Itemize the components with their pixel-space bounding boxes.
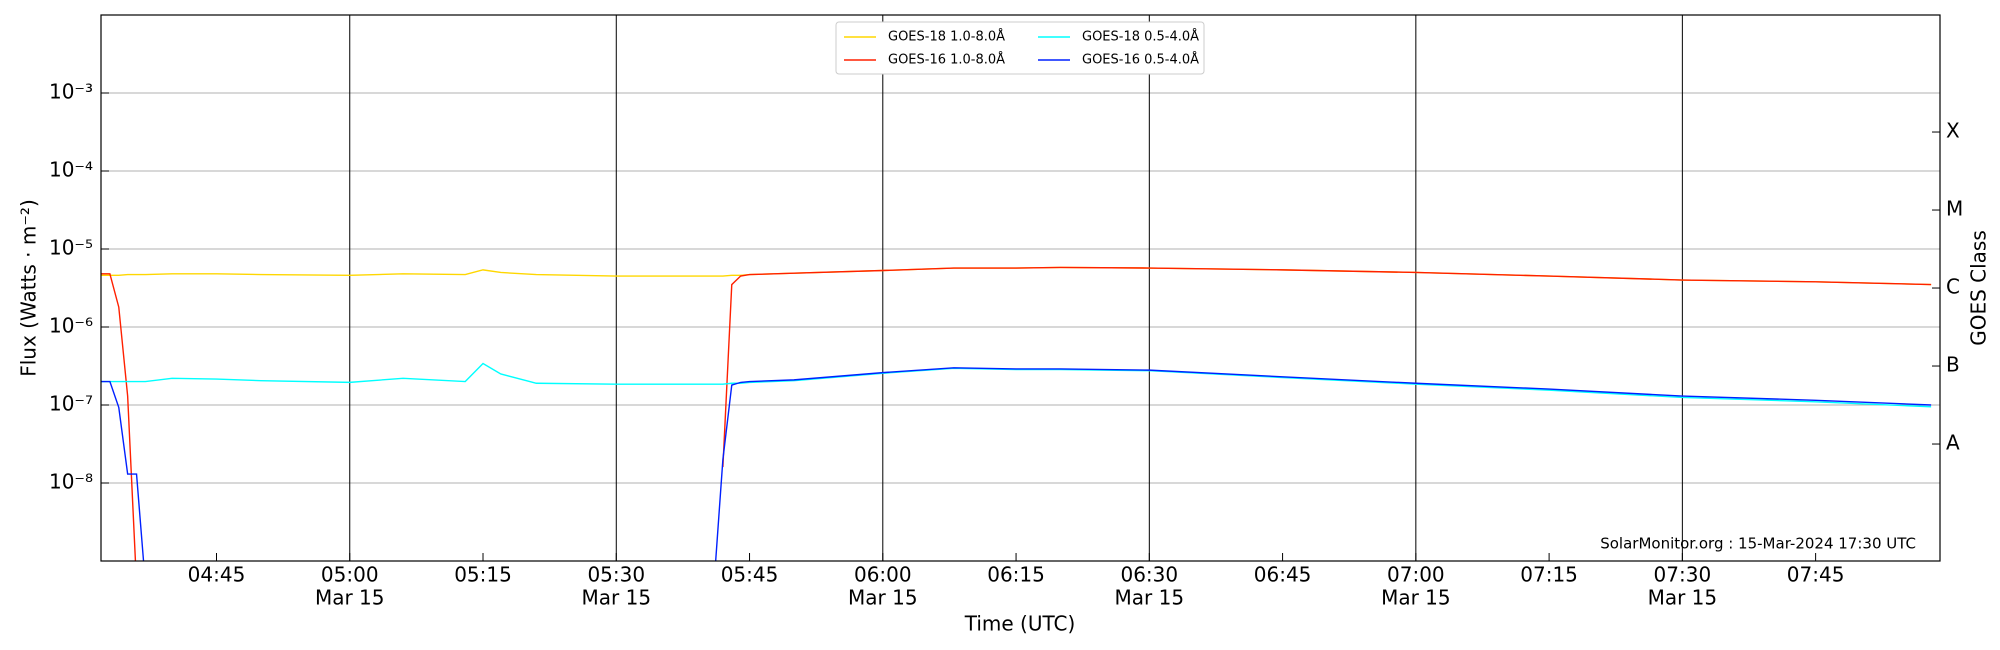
y-tick-label: 10⁻⁸ (49, 470, 93, 494)
y-tick-label: 10⁻⁵ (49, 236, 93, 260)
y2-axis-label: GOES Class (1967, 230, 1991, 346)
legend-label: GOES-16 0.5-4.0Å (1082, 52, 1199, 68)
x-tick-label: 05:15 (454, 563, 512, 587)
series-line (101, 266, 1932, 286)
legend-label: GOES-18 0.5-4.0Å (1082, 29, 1199, 45)
series-line (722, 266, 1932, 468)
x-tick-label: 05:45 (721, 563, 779, 587)
y2-tick-label: B (1946, 353, 1960, 377)
plot-frame (100, 14, 1941, 562)
y-axis-label: Flux (Watts · m⁻²) (17, 199, 41, 377)
series-line (101, 273, 137, 561)
x-tick-label: 05:00 (321, 563, 379, 587)
y-tick-label: 10⁻⁶ (49, 314, 93, 338)
y-tick-label: 10⁻³ (49, 80, 93, 104)
x-tick-label: 06:45 (1254, 563, 1312, 587)
x-tick-label: 05:30 (587, 563, 645, 587)
y-tick-label: 10⁻⁷ (49, 392, 93, 416)
series-line (714, 367, 1932, 561)
x-tick-date: Mar 15 (1381, 586, 1451, 610)
x-tick-label: 06:30 (1120, 563, 1178, 587)
y2-tick-label: X (1946, 119, 1960, 143)
x-tick-label: 07:45 (1787, 563, 1845, 587)
legend-label: GOES-16 1.0-8.0Å (888, 52, 1005, 68)
x-tick-date: Mar 15 (582, 586, 652, 610)
x-tick-label: 07:15 (1520, 563, 1578, 587)
legend-label: GOES-18 1.0-8.0Å (888, 29, 1005, 45)
series-line (101, 380, 145, 561)
x-tick-label: 04:45 (188, 563, 246, 587)
y-tick-label: 10⁻⁴ (49, 158, 93, 182)
series-line (101, 362, 1932, 408)
x-tick-date: Mar 15 (1648, 586, 1718, 610)
y2-tick-label: C (1946, 275, 1960, 299)
x-tick-label: 06:00 (854, 563, 912, 587)
x-axis-label: Time (UTC) (964, 612, 1076, 636)
x-tick-label: 06:15 (987, 563, 1045, 587)
x-tick-label: 07:30 (1654, 563, 1712, 587)
x-tick-date: Mar 15 (848, 586, 918, 610)
plot-area (101, 266, 1932, 561)
x-tick-date: Mar 15 (315, 586, 385, 610)
annotation: SolarMonitor.org : 15-Mar-2024 17:30 UTC (1600, 535, 1916, 553)
x-tick-date: Mar 15 (1115, 586, 1185, 610)
y2-tick-label: M (1946, 197, 1963, 221)
legend-box (835, 21, 1205, 75)
x-tick-label: 07:00 (1387, 563, 1445, 587)
y2-tick-label: A (1946, 431, 1960, 455)
